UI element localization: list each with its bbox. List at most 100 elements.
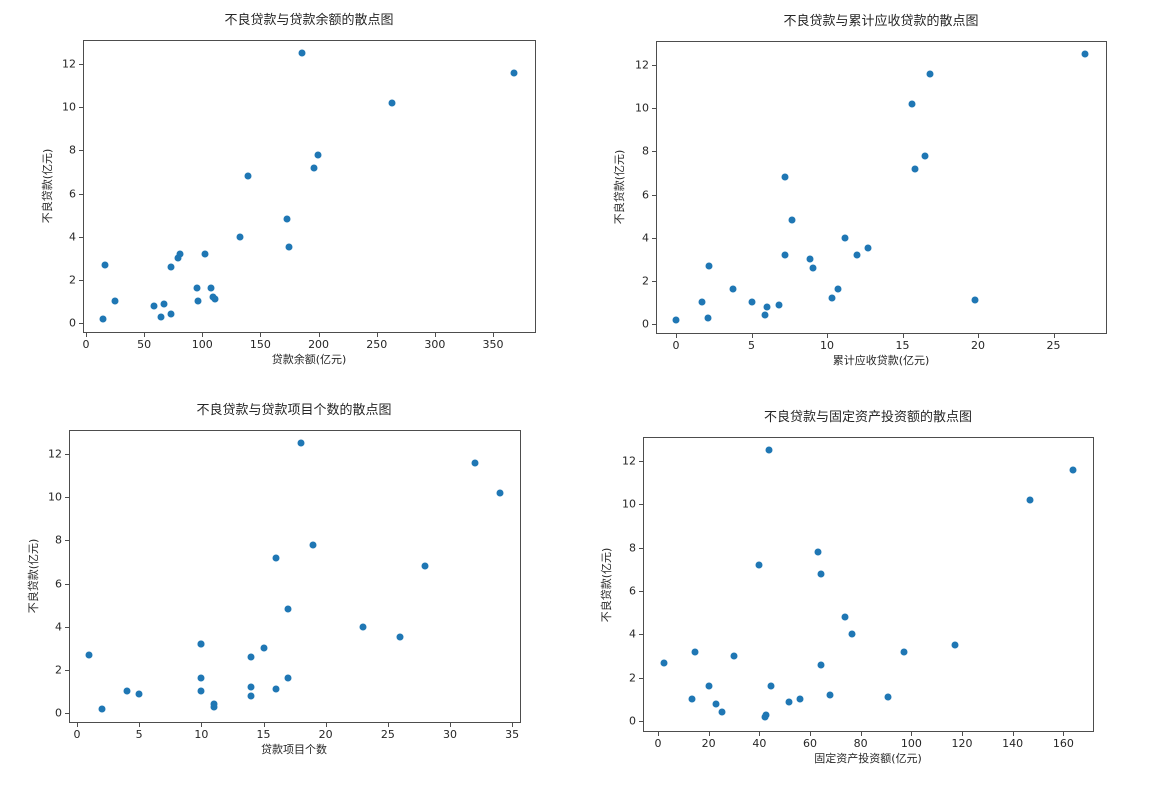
x-tick-mark — [260, 333, 261, 337]
x-tick-label: 200 — [308, 338, 330, 351]
x-tick-label: 300 — [424, 338, 446, 351]
x-tick-mark — [1054, 334, 1055, 338]
y-tick-mark — [65, 713, 69, 714]
x-tick-mark — [1063, 732, 1064, 736]
x-tick-label: 5 — [748, 339, 755, 352]
data-point — [853, 251, 861, 259]
data-point — [712, 700, 720, 708]
y-tick-mark — [652, 281, 656, 282]
data-point — [201, 250, 209, 258]
data-point — [908, 100, 916, 108]
x-tick-label: 0 — [672, 339, 680, 352]
y-tick-mark — [79, 194, 83, 195]
y-tick-label: 4 — [55, 620, 62, 634]
data-point — [841, 613, 849, 621]
x-tick-mark — [752, 334, 753, 338]
y-tick-label: 0 — [69, 316, 76, 330]
chart-title: 不良贷款与贷款项目个数的散点图 — [196, 403, 392, 418]
y-tick-mark — [65, 670, 69, 671]
y-tick-label: 10 — [48, 490, 62, 504]
x-tick-label: 120 — [951, 737, 973, 750]
y-tick-mark — [639, 504, 643, 505]
x-tick-mark — [978, 334, 979, 338]
x-tick-label: 140 — [1002, 737, 1024, 750]
x-tick-label: 35 — [505, 728, 520, 741]
data-point — [510, 69, 518, 77]
x-tick-mark — [709, 732, 710, 736]
x-tick-label: 25 — [1046, 339, 1061, 352]
data-point — [781, 251, 789, 259]
plot-area — [83, 40, 536, 333]
data-point — [828, 294, 836, 302]
x-tick-label: 0 — [73, 728, 81, 741]
data-point — [244, 172, 252, 180]
data-point — [210, 700, 218, 708]
x-tick-label: 15 — [256, 728, 271, 741]
data-point — [496, 489, 504, 497]
data-point — [310, 164, 318, 172]
x-tick-label: 50 — [137, 338, 152, 351]
y-tick-label: 0 — [55, 706, 62, 720]
data-point — [761, 311, 769, 319]
x-tick-mark — [962, 732, 963, 736]
y-tick-mark — [639, 591, 643, 592]
x-tick-label: 0 — [654, 737, 662, 750]
plot-area — [643, 437, 1094, 732]
y-tick-mark — [639, 721, 643, 722]
x-tick-mark — [1013, 732, 1014, 736]
data-point — [729, 285, 737, 293]
x-tick-mark — [139, 723, 140, 727]
data-point — [796, 695, 804, 703]
data-point — [160, 300, 168, 308]
data-point — [971, 296, 979, 304]
data-point — [841, 234, 849, 242]
y-tick-mark — [652, 324, 656, 325]
y-tick-mark — [639, 461, 643, 462]
x-tick-mark — [911, 732, 912, 736]
y-tick-label: 2 — [69, 273, 76, 287]
data-point — [388, 99, 396, 107]
y-tick-mark — [79, 107, 83, 108]
y-tick-mark — [652, 108, 656, 109]
data-point — [247, 692, 255, 700]
data-point — [471, 459, 479, 467]
data-point — [926, 70, 934, 78]
y-tick-mark — [79, 64, 83, 65]
y-tick-mark — [65, 497, 69, 498]
y-tick-mark — [65, 584, 69, 585]
data-point — [848, 630, 856, 638]
x-tick-mark — [77, 723, 78, 727]
chart-title: 不良贷款与贷款余额的散点图 — [224, 13, 394, 28]
y-tick-label: 12 — [622, 454, 636, 468]
data-point — [921, 152, 929, 160]
y-tick-mark — [652, 151, 656, 152]
data-point — [194, 297, 202, 305]
data-point — [688, 695, 696, 703]
x-tick-label: 60 — [803, 737, 817, 750]
data-point — [900, 648, 908, 656]
plot-area — [69, 430, 521, 723]
data-point — [691, 648, 699, 656]
x-tick-label: 350 — [482, 338, 504, 351]
plot-area — [656, 41, 1107, 334]
x-tick-label: 30 — [443, 728, 457, 741]
y-tick-label: 8 — [629, 541, 636, 555]
data-point — [157, 313, 165, 321]
x-axis-label: 固定资产投资额(亿元) — [814, 752, 922, 765]
data-point — [1026, 496, 1034, 504]
data-point — [309, 541, 317, 549]
data-point — [150, 302, 158, 310]
data-point — [111, 297, 119, 305]
y-axis-label: 不良贷款(亿元) — [613, 149, 626, 225]
y-tick-label: 10 — [622, 497, 636, 511]
data-point — [767, 682, 775, 690]
y-tick-label: 2 — [55, 663, 62, 677]
data-point — [761, 713, 769, 721]
x-tick-label: 10 — [194, 728, 209, 741]
data-point — [99, 315, 107, 323]
y-tick-mark — [79, 237, 83, 238]
data-point — [197, 674, 205, 682]
y-tick-label: 2 — [629, 671, 636, 685]
y-tick-label: 8 — [55, 533, 62, 547]
x-tick-mark — [319, 333, 320, 337]
